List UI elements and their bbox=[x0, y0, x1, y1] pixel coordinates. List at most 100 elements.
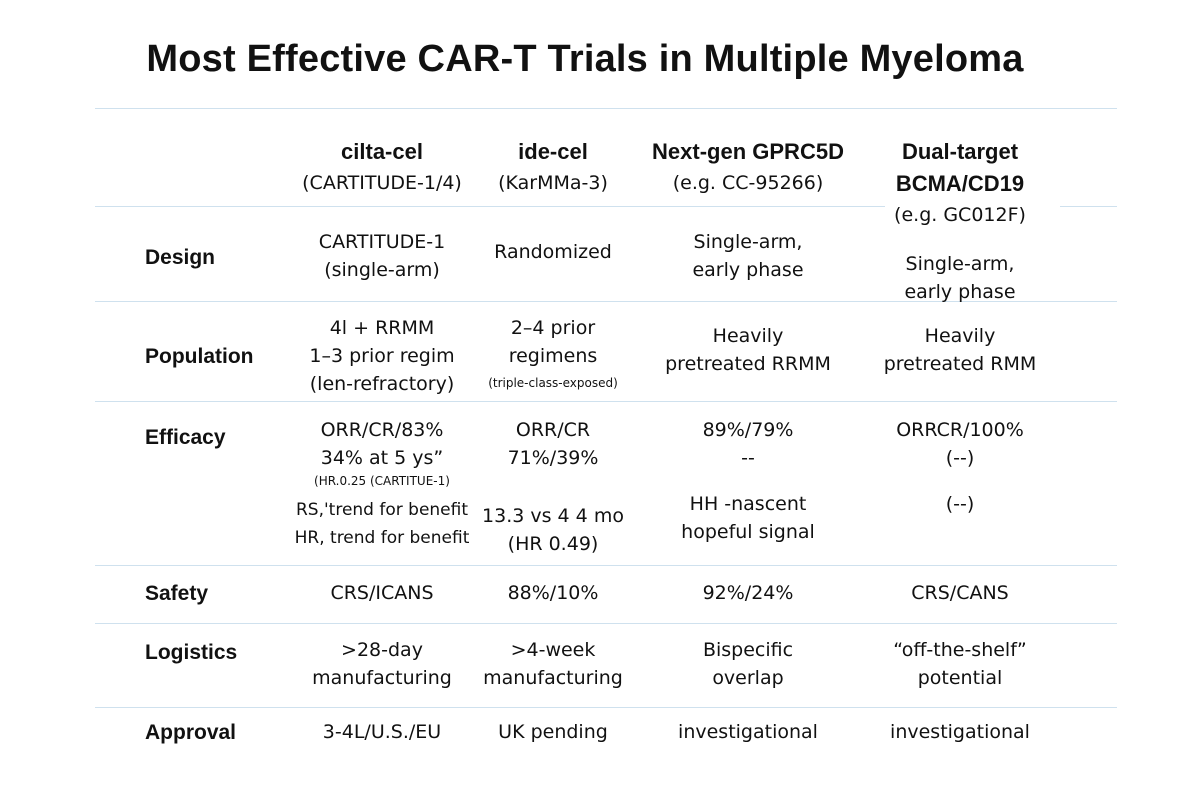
cell-population-gprc5d: Heavily pretreated RRMM bbox=[628, 322, 868, 378]
column-name-line-2: BCMA/CD19 bbox=[895, 171, 1025, 196]
cell-line: Heavily bbox=[924, 325, 996, 347]
row-label-approval: Approval bbox=[145, 721, 237, 744]
cell-line: -- bbox=[741, 447, 755, 469]
cell-line: >4-week bbox=[510, 639, 596, 661]
cell-line: 89%/79% bbox=[702, 419, 794, 441]
cell-line: (len-refractory) bbox=[309, 373, 455, 395]
column-name: Dual-target bbox=[901, 139, 1019, 164]
column-header-dual-target: Dual-target BCMA/CD19 (e.g. GC012F) bbox=[860, 136, 1060, 230]
column-header-cilta-cel: cilta-cel (CARTITUDE-1/4) bbox=[272, 136, 492, 198]
cell-approval-cilta-cel: 3-4L/U.S./EU bbox=[272, 718, 492, 746]
cell-line: investigational bbox=[678, 721, 818, 743]
cell-line: RS,'trend for benefit bbox=[295, 500, 469, 520]
cell-line: (HR.0.25 (CARTITUE-1) bbox=[314, 474, 450, 488]
cell-line: CRS/CANS bbox=[911, 582, 1009, 604]
column-subtitle: (CARTITUDE-1/4) bbox=[302, 172, 462, 194]
cell-design-dual-target: Single-arm, early phase bbox=[860, 250, 1060, 306]
cell-efficacy-cilta-cel: ORR/CR/83% 34% at 5 ys” (HR.0.25 (CARTIT… bbox=[272, 416, 492, 552]
cell-line: 88%/10% bbox=[507, 582, 599, 604]
cell-line: early phase bbox=[692, 259, 804, 281]
cell-line: 1–3 prior regim bbox=[309, 345, 455, 367]
cell-line: manufacturing bbox=[483, 667, 623, 689]
cell-line: Heavily bbox=[712, 325, 784, 347]
cell-design-ide-cel: Randomized bbox=[478, 238, 628, 266]
divider bbox=[95, 565, 1117, 566]
cell-line: potential bbox=[917, 667, 1003, 689]
cell-efficacy-ide-cel: ORR/CR 71%/39% 13.3 vs 4 4 mo (HR 0.49) bbox=[478, 416, 628, 558]
cell-line: early phase bbox=[904, 281, 1016, 303]
cell-line: UK pending bbox=[498, 721, 608, 743]
cell-line: 2–4 prior bbox=[510, 317, 596, 339]
cell-safety-cilta-cel: CRS/ICANS bbox=[272, 579, 492, 607]
row-label-population: Population bbox=[145, 345, 254, 368]
cell-line: (--) bbox=[945, 447, 975, 469]
cell-line: Single-arm, bbox=[905, 253, 1015, 275]
cell-logistics-gprc5d: Bispecific overlap bbox=[628, 636, 868, 692]
column-header-gprc5d: Next-gen GPRC5D (e.g. CC-95266) bbox=[628, 136, 868, 198]
row-label-safety: Safety bbox=[145, 582, 209, 605]
column-subtitle: (KarMMa-3) bbox=[498, 172, 608, 194]
page-title: Most Effective CAR-T Trials in Multiple … bbox=[146, 38, 1024, 80]
cell-line: >28-day bbox=[341, 639, 423, 661]
divider bbox=[95, 206, 885, 207]
cell-line: pretreated RMM bbox=[883, 353, 1037, 375]
cell-line: manufacturing bbox=[312, 667, 452, 689]
cell-line: Randomized bbox=[494, 241, 612, 263]
cell-population-cilta-cel: 4l + RRMM 1–3 prior regim (len-refractor… bbox=[272, 314, 492, 398]
cell-line: (HR 0.49) bbox=[507, 533, 599, 555]
cell-logistics-dual-target: “off-the-shelf” potential bbox=[860, 636, 1060, 692]
cell-logistics-ide-cel: >4-week manufacturing bbox=[478, 636, 628, 692]
cell-line: 71%/39% bbox=[507, 447, 599, 469]
cell-line: ORRCR/100% bbox=[896, 419, 1024, 441]
cell-approval-gprc5d: investigational bbox=[628, 718, 868, 746]
cell-line: Single-arm, bbox=[693, 231, 803, 253]
divider bbox=[95, 108, 1117, 109]
cell-efficacy-dual-target: ORRCR/100% (--) (--) bbox=[860, 416, 1060, 518]
cell-safety-gprc5d: 92%/24% bbox=[628, 579, 868, 607]
cell-line: CRS/ICANS bbox=[330, 582, 434, 604]
cell-line: (--) bbox=[945, 493, 975, 515]
cell-line: (single-arm) bbox=[324, 259, 440, 281]
row-label-design: Design bbox=[145, 246, 216, 269]
cell-line: ORR/CR/83% bbox=[320, 419, 444, 441]
cell-line: hopeful signal bbox=[681, 521, 815, 543]
column-name: Next-gen GPRC5D bbox=[652, 139, 844, 164]
column-header-ide-cel: ide-cel (KarMMa-3) bbox=[478, 136, 628, 198]
column-subtitle: (e.g. GC012F) bbox=[894, 204, 1026, 226]
cell-line: 3-4L/U.S./EU bbox=[322, 721, 442, 743]
column-name: cilta-cel bbox=[341, 139, 423, 164]
divider bbox=[95, 301, 1117, 302]
cell-logistics-cilta-cel: >28-day manufacturing bbox=[272, 636, 492, 692]
cell-line: CARTITUDE-1 bbox=[318, 231, 446, 253]
cell-line: HR, trend for benefit bbox=[294, 528, 470, 548]
cell-line: 92%/24% bbox=[702, 582, 794, 604]
column-name: ide-cel bbox=[518, 139, 588, 164]
cell-line: 13.3 vs 4 4 mo bbox=[482, 505, 624, 527]
cell-line: Bispecific bbox=[702, 639, 794, 661]
cell-population-ide-cel: 2–4 prior regimens (triple-class-exposed… bbox=[478, 314, 628, 392]
cell-population-dual-target: Heavily pretreated RMM bbox=[860, 322, 1060, 378]
row-label-logistics: Logistics bbox=[145, 641, 238, 664]
cell-line: “off-the-shelf” bbox=[893, 639, 1027, 661]
cell-design-cilta-cel: CARTITUDE-1 (single-arm) bbox=[272, 228, 492, 284]
cell-design-gprc5d: Single-arm, early phase bbox=[628, 228, 868, 284]
cell-safety-dual-target: CRS/CANS bbox=[860, 579, 1060, 607]
cell-safety-ide-cel: 88%/10% bbox=[478, 579, 628, 607]
divider bbox=[1060, 206, 1117, 207]
cell-line: (triple-class-exposed) bbox=[488, 376, 618, 390]
cell-line: regimens bbox=[508, 345, 598, 367]
divider bbox=[95, 707, 1117, 708]
cell-line: pretreated RRMM bbox=[665, 353, 831, 375]
cell-line: overlap bbox=[712, 667, 784, 689]
divider bbox=[95, 401, 1117, 402]
cell-line: HH -nascent bbox=[689, 493, 807, 515]
cell-line: investigational bbox=[890, 721, 1030, 743]
cell-approval-dual-target: investigational bbox=[860, 718, 1060, 746]
cell-efficacy-gprc5d: 89%/79% -- HH -nascent hopeful signal bbox=[628, 416, 868, 546]
cell-line: 4l + RRMM bbox=[329, 317, 435, 339]
cell-line: 34% at 5 ys” bbox=[320, 447, 444, 469]
column-subtitle: (e.g. CC-95266) bbox=[672, 172, 824, 194]
row-label-efficacy: Efficacy bbox=[145, 426, 226, 449]
cell-line: ORR/CR bbox=[515, 419, 591, 441]
